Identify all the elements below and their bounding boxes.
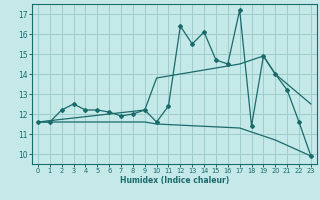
X-axis label: Humidex (Indice chaleur): Humidex (Indice chaleur) — [120, 176, 229, 185]
